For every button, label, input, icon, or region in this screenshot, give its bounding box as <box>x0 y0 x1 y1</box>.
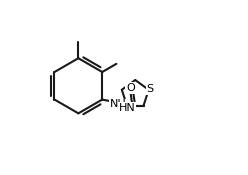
Text: HN: HN <box>119 103 135 113</box>
Text: O: O <box>126 83 135 93</box>
Text: NH: NH <box>110 99 126 109</box>
Text: S: S <box>147 85 154 94</box>
